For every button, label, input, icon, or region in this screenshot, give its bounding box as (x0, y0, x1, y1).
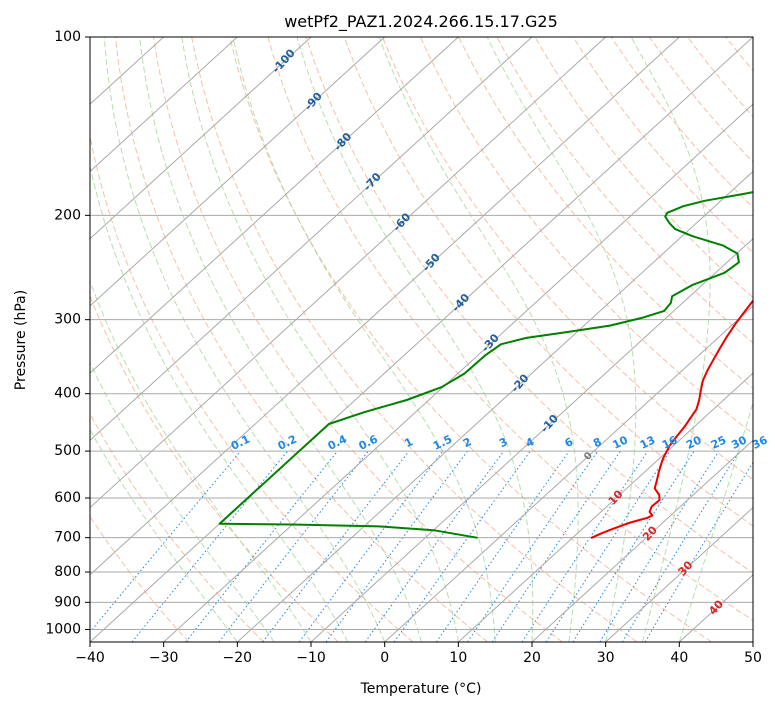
chart-title: wetPf2_PAZ1.2024.266.15.17.G25 (284, 12, 558, 32)
isotherm-gridline (90, 37, 238, 173)
mixing-ratio-label: 20 (684, 433, 704, 452)
mixing-ratio-line (298, 450, 444, 642)
x-tick-label: −30 (149, 650, 179, 666)
dry-adiabat-line (305, 37, 753, 574)
isotherm-gridline (457, 372, 753, 642)
isotherm-gridline (90, 37, 753, 642)
mixing-ratio-line (325, 450, 468, 642)
x-tick-label: 30 (597, 650, 615, 666)
moist-adiabat-line (90, 428, 238, 642)
mixing-ratio-label: 30 (729, 433, 749, 452)
dry-adiabat-line (90, 515, 190, 642)
isotherm-gridline (310, 237, 753, 642)
y-tick-label: 500 (54, 443, 81, 459)
isotherm-gridline (531, 439, 753, 642)
y-tick-label: 300 (54, 312, 81, 328)
mixing-ratio-label: 25 (709, 433, 728, 451)
dry-adiabat-line (153, 37, 563, 642)
isotherm-gridline (90, 37, 607, 509)
plot-frame (89, 36, 754, 643)
isotherm-gridline (90, 37, 459, 374)
mixing-ratio-line (521, 450, 649, 642)
isotherm-gridline (236, 170, 753, 642)
y-tick-label: 900 (54, 594, 81, 610)
mixing-ratio-line (545, 450, 671, 642)
y-tick-label: 700 (54, 530, 81, 546)
mixing-ratio-label: 10 (610, 433, 630, 452)
moist-adiabat-line (486, 37, 637, 642)
y-tick-label: 400 (54, 386, 81, 402)
x-tick-label: 0 (380, 650, 389, 666)
isotherm-gridline (90, 37, 386, 307)
grid-lines (90, 37, 753, 642)
y-axis-label: Pressure (hPa) (13, 290, 29, 390)
axes: −40 −30 −20 −10 0 10 20 30 40 50 100 200 300 400 500 60… (45, 29, 762, 666)
x-tick-label: −40 (75, 650, 105, 666)
isotherm-gridline (90, 37, 680, 576)
profile-lines (218, 191, 753, 539)
dry-adiabat-line (267, 37, 753, 622)
mixing-ratio-line (90, 450, 242, 633)
mixing-ratio-line (364, 450, 505, 642)
moist-adiabat-line (181, 37, 459, 642)
dewpoint-profile-line (218, 191, 753, 539)
x-axis-label: Temperature (°C) (360, 681, 482, 697)
mixing-ratio-label: 13 (638, 433, 657, 451)
mixing-ratio-line (572, 450, 695, 642)
dry-adiabat-line (496, 37, 753, 344)
dry-adiabat-line (458, 37, 753, 389)
mixing-ratio-line (491, 450, 621, 642)
x-tick-label: −10 (296, 650, 326, 666)
mixing-ratio-label: 36 (750, 433, 770, 452)
moist-adiabat-line (678, 401, 753, 642)
y-tick-label: 100 (54, 29, 81, 45)
dry-adiabat-line (191, 37, 638, 642)
mixing-ratio-line (621, 450, 740, 642)
mixing-ratio-line (185, 450, 338, 642)
moist-adiabat-line (296, 37, 534, 642)
y-tick-label: 600 (54, 490, 81, 506)
isotherm-gridline (605, 506, 753, 642)
dry-adiabat-line (90, 412, 264, 642)
moist-adiabat-line (90, 163, 349, 642)
x-tick-label: 40 (670, 650, 688, 666)
y-tick-label: 800 (54, 564, 81, 580)
isotherm-gridline (384, 305, 753, 642)
moist-adiabat-line (378, 37, 579, 642)
mixing-ratio-line (435, 450, 570, 642)
x-tick-label: 50 (744, 650, 762, 666)
y-tick-label: 1000 (45, 621, 81, 637)
mixing-ratio-line (131, 450, 288, 642)
moist-adiabat-line (139, 37, 422, 642)
temperature-profile-line (590, 298, 753, 539)
mixing-ratio-line (467, 450, 599, 642)
x-tick-label: 10 (449, 650, 467, 666)
dry-adiabat-line (114, 37, 488, 642)
x-tick-label: −20 (223, 650, 253, 666)
isotherm-gridline (90, 37, 312, 240)
dry-adiabat-line (90, 294, 339, 642)
background-lines (90, 37, 753, 642)
moist-adiabat-line (103, 37, 386, 642)
dry-adiabat-line (343, 37, 753, 527)
x-tick-label: 20 (523, 650, 541, 666)
isotherm-gridline (90, 37, 533, 442)
y-tick-label: 200 (54, 207, 81, 223)
mixing-ratio-label: 16 (660, 433, 680, 452)
isotherm-gridline (163, 103, 753, 642)
moist-adiabat-line (90, 361, 275, 642)
mixing-ratio-line (262, 450, 410, 642)
